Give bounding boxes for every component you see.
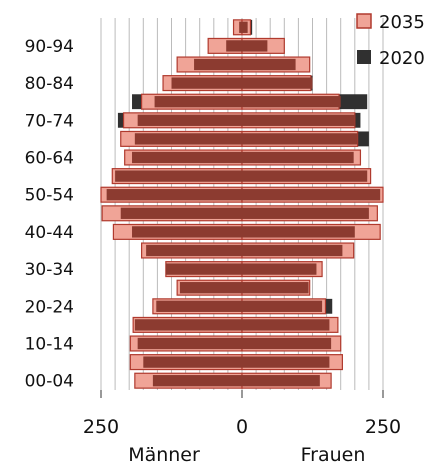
bar-2020-men xyxy=(156,300,242,312)
x-tick-label: 250 xyxy=(365,416,401,438)
y-tick-label: 30-34 xyxy=(25,260,74,280)
legend-swatch-2035 xyxy=(356,13,372,29)
bar-2020-women xyxy=(242,375,320,387)
bar-2020-men xyxy=(226,40,242,52)
y-tick-label: 90-94 xyxy=(25,37,74,57)
bar-2020-women xyxy=(242,300,323,312)
bar-2020-women xyxy=(242,337,332,350)
bar-2020-men xyxy=(194,58,242,71)
x-tick-label: 0 xyxy=(236,416,248,438)
x-tick-label: 250 xyxy=(83,416,119,438)
y-tick-label: 00-04 xyxy=(25,372,74,392)
bar-2020-men xyxy=(137,337,242,350)
bar-2020-men xyxy=(146,244,242,257)
legend-label-2020: 2020 xyxy=(379,48,425,69)
bar-2020-women xyxy=(242,226,355,238)
legend: 2035 2020 xyxy=(356,12,425,69)
bar-2020-women xyxy=(242,96,341,108)
bar-2020-women xyxy=(242,244,343,257)
y-tick-label: 70-74 xyxy=(25,111,74,131)
y-tick-label: 80-84 xyxy=(25,74,74,94)
bar-2020-men xyxy=(152,375,242,387)
bar-2020-women xyxy=(242,77,313,89)
bar-2020-men xyxy=(106,189,242,201)
bar-2020-women xyxy=(242,114,355,126)
bar-2020-men xyxy=(132,151,242,164)
bar-2020-women xyxy=(242,282,309,294)
bar-2020-men xyxy=(165,263,242,275)
bar-2020-men xyxy=(137,114,242,126)
bar-2020-men xyxy=(154,96,242,108)
bar-2020-women xyxy=(242,40,268,52)
legend-swatch-2020 xyxy=(357,50,371,64)
legend-label-2035: 2035 xyxy=(379,12,425,33)
bar-2020-men xyxy=(134,133,242,145)
bar-2020-women xyxy=(242,189,381,201)
y-tick-labels: 00-04 10-14 20-24 30-34 40-44 50-54 60-64 70-74… xyxy=(25,37,74,392)
y-tick-label: 50-54 xyxy=(25,186,74,206)
y-tick-label: 20-24 xyxy=(25,297,74,317)
x-axis-label-men: Männer xyxy=(128,444,200,466)
y-tick-label: 40-44 xyxy=(25,223,74,243)
bar-2020-men xyxy=(143,356,242,368)
bar-2020-women xyxy=(242,58,296,71)
bar-2020-men xyxy=(239,21,242,33)
bar-2020-women xyxy=(242,356,330,368)
bar-2020-men xyxy=(171,77,242,89)
bar-2020-women xyxy=(242,263,317,275)
bar-2020-women xyxy=(242,133,358,145)
y-tick-label: 60-64 xyxy=(25,149,74,169)
bar-2020-women xyxy=(242,21,248,33)
bar-2020-women xyxy=(242,207,369,219)
x-axis-label-women: Frauen xyxy=(301,444,366,466)
bar-2020-men xyxy=(134,319,242,331)
bar-2020-men xyxy=(179,282,242,294)
x-tick-labels: 250 0 250 xyxy=(83,390,401,438)
y-tick-label: 10-14 xyxy=(25,335,74,355)
bars xyxy=(100,19,384,389)
bar-2020-women xyxy=(242,151,354,164)
bar-2020-women xyxy=(242,170,368,182)
gridlines xyxy=(100,18,384,390)
bar-2020-men xyxy=(115,170,242,182)
bar-2020-men xyxy=(120,207,242,219)
bar-2020-women xyxy=(242,319,330,331)
bar-2020-men xyxy=(132,226,242,238)
